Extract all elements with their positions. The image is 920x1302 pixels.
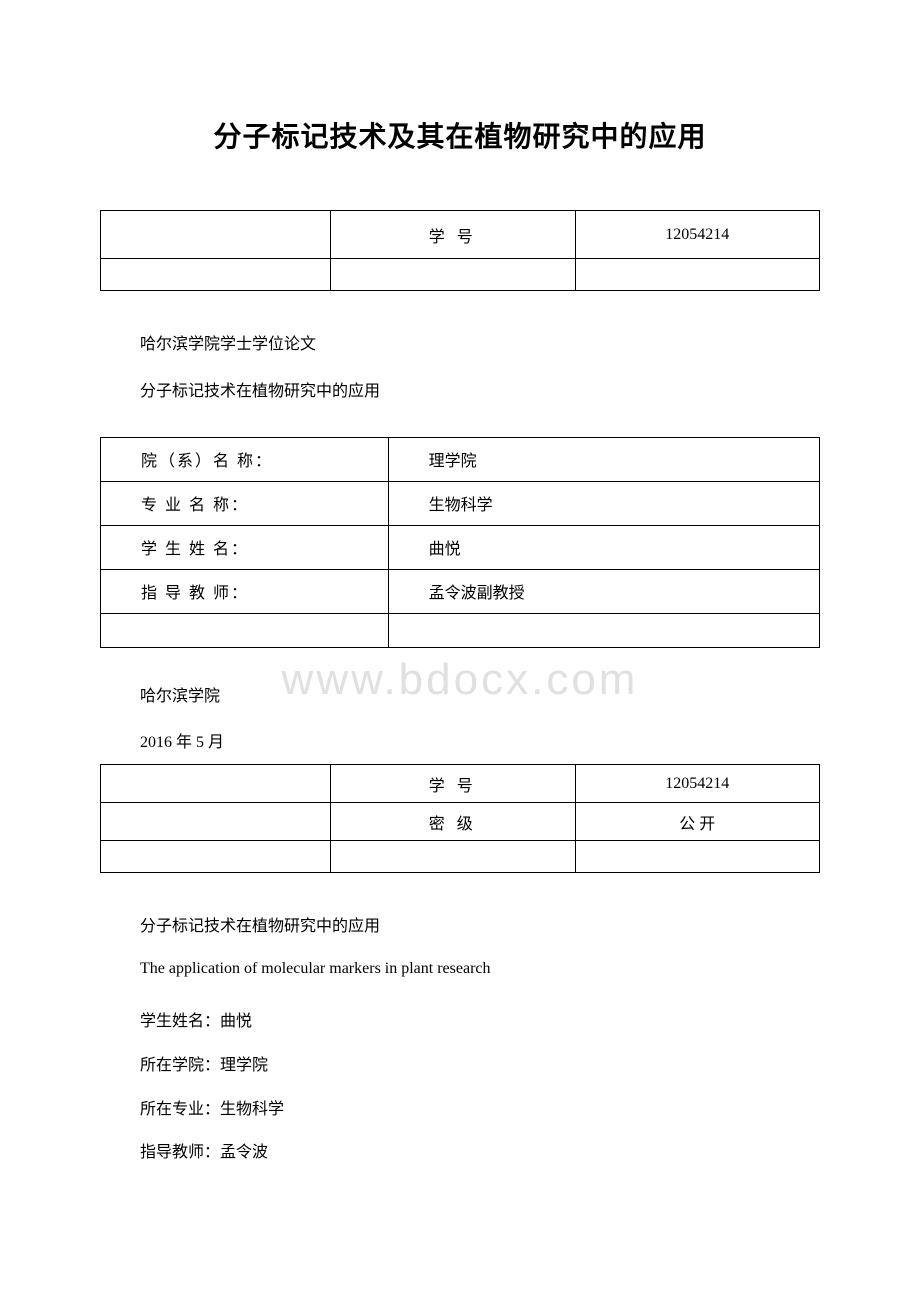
institution-name: 哈尔滨学院	[140, 683, 820, 712]
info-college: 所在学院：理学院	[140, 1052, 820, 1081]
student-id-value-2: 12054214	[575, 765, 819, 803]
date-line: 2016 年 5 月	[140, 729, 820, 758]
table1-empty-cell	[101, 211, 331, 259]
table3-empty-cell	[101, 803, 331, 841]
info-student-name: 学生姓名：曲悦	[140, 1008, 820, 1037]
student-id-table-2: 学 号 12054214 密 级 公 开	[100, 764, 820, 873]
advisor-value: 孟令波副教授	[388, 569, 819, 613]
table3-empty-cell	[331, 841, 575, 873]
student-name-label: 学 生 姓 名：	[101, 525, 389, 569]
department-label: 院（系）名 称：	[101, 437, 389, 481]
department-value: 理学院	[388, 437, 819, 481]
table3-empty-cell	[101, 841, 331, 873]
classification-label: 密 级	[331, 803, 575, 841]
main-title: 分子标记技术及其在植物研究中的应用	[100, 115, 820, 155]
info-table: 院（系）名 称： 理学院 专 业 名 称： 生物科学 学 生 姓 名： 曲悦 指…	[100, 437, 820, 648]
thesis-title-cn-2: 分子标记技术在植物研究中的应用	[140, 913, 820, 942]
student-id-label-2: 学 号	[331, 765, 575, 803]
table1-empty-cell	[331, 259, 575, 291]
thesis-title-cn: 分子标记技术在植物研究中的应用	[140, 378, 820, 407]
table3-empty-cell	[575, 841, 819, 873]
table2-empty-cell	[101, 613, 389, 647]
table1-empty-cell	[101, 259, 331, 291]
thesis-title-en: The application of molecular markers in …	[140, 960, 820, 978]
institution-line: 哈尔滨学院学士学位论文	[140, 331, 820, 360]
student-id-table-1: 学 号 12054214	[100, 210, 820, 291]
student-id-value: 12054214	[575, 211, 819, 259]
student-name-value: 曲悦	[388, 525, 819, 569]
info-advisor: 指导教师：孟令波	[140, 1139, 820, 1168]
major-value: 生物科学	[388, 481, 819, 525]
table1-empty-cell	[575, 259, 819, 291]
classification-value: 公 开	[575, 803, 819, 841]
table3-empty-cell	[101, 765, 331, 803]
student-id-label: 学 号	[331, 211, 575, 259]
table2-empty-cell	[388, 613, 819, 647]
info-major: 所在专业：生物科学	[140, 1096, 820, 1125]
advisor-label: 指 导 教 师：	[101, 569, 389, 613]
major-label: 专 业 名 称：	[101, 481, 389, 525]
